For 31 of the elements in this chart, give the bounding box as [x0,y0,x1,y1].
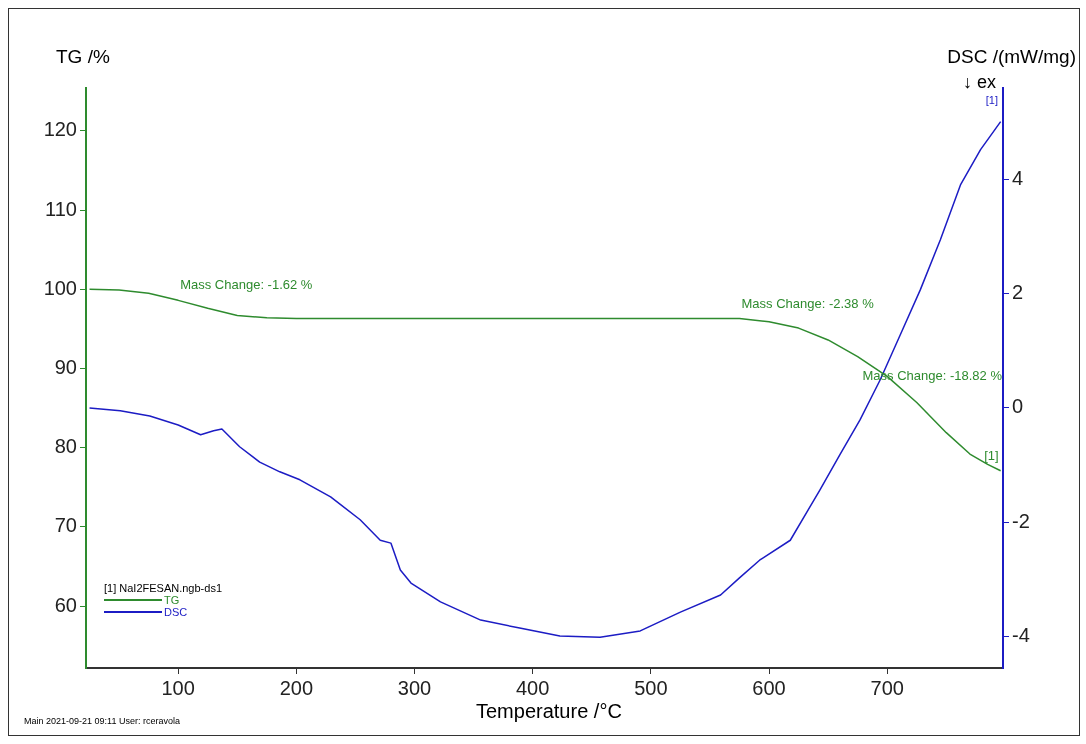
y-tick-label: 60 [54,593,77,616]
y2-tick-label: 2 [1012,281,1024,304]
x-tick-label: 500 [634,676,668,699]
annotation: [1] [985,94,998,106]
x-tick-label: 400 [516,676,550,699]
annotation: Mass Change: -2.38 % [741,295,875,311]
x-tick-label: 600 [752,676,786,699]
y2-axis-title: DSC /(mW/mg) [947,46,1076,68]
y2-tick-label: -2 [1012,509,1030,532]
x-tick-label: 700 [870,676,904,699]
x-tick-label: 300 [397,676,432,699]
text: TG [164,594,180,606]
text: DSC [164,606,188,618]
y-tick-label: 100 [43,276,77,299]
annotation: [1] [984,447,999,463]
y2-tick-label: -4 [1012,623,1030,646]
y-axis-title: TG /% [56,46,110,68]
x-tick-label: 100 [161,676,195,699]
y-tick-label: 80 [54,435,77,458]
x-tick-label: 200 [279,676,314,699]
legend-title: [1] NaI2FESAN.ngb-ds1 [104,582,223,594]
x-axis-title: Temperature /°C [476,700,622,723]
annotation: Mass Change: -1.62 % [180,277,313,293]
y2-tick-label: 4 [1012,167,1024,190]
y-tick-label: 110 [45,197,77,220]
y-tick-label: 90 [54,356,77,379]
annotation: ↓ ex [962,72,996,93]
y-tick-label: 70 [54,514,77,537]
y2-tick-label: 0 [1012,395,1024,418]
text: Main 2021-09-21 09:11 User: rceravola [24,716,180,726]
y-tick-label: 120 [43,118,77,141]
